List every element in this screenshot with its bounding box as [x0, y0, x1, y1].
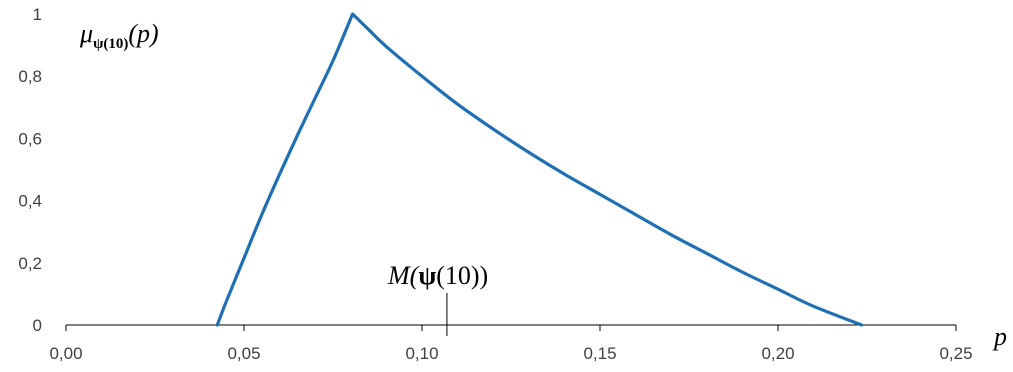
- x-axis-tick-marks: [65, 325, 957, 331]
- x-tick-label: 0,25: [939, 344, 972, 363]
- membership-curve: [215, 12, 864, 327]
- y-axis-label: μψ(10)(p): [79, 19, 159, 52]
- y-tick-label: 0: [33, 316, 42, 335]
- y-tick-label: 0,8: [18, 67, 42, 86]
- x-tick-label: 0,20: [761, 344, 794, 363]
- y-tick-label: 1: [33, 5, 42, 24]
- y-tick-label: 0,2: [18, 254, 42, 273]
- x-axis-label: p: [992, 322, 1007, 351]
- x-axis-tick-labels: 0,00 0,05 0,10 0,15 0,20 0,25: [49, 344, 972, 363]
- x-tick-label: 0,10: [405, 344, 438, 363]
- x-tick-label: 0,05: [227, 344, 260, 363]
- y-tick-label: 0,6: [18, 129, 42, 148]
- x-tick-label: 0,15: [583, 344, 616, 363]
- y-tick-label: 0,4: [18, 192, 42, 211]
- mean-value-label: M(ψ(10)): [387, 261, 488, 290]
- y-axis-tick-labels: 0 0,2 0,4 0,6 0,8 1: [18, 5, 42, 335]
- x-tick-label: 0,00: [49, 344, 82, 363]
